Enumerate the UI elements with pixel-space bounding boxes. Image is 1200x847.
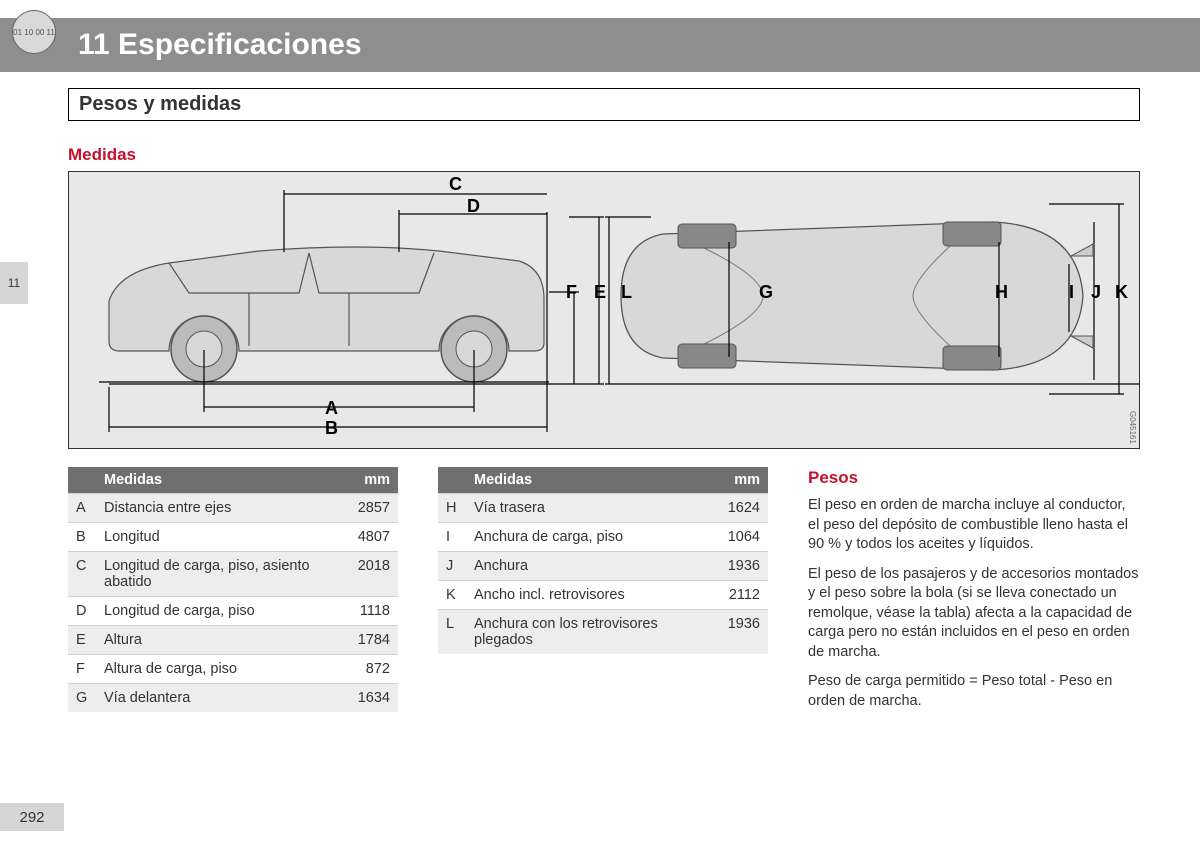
t1-head-key xyxy=(68,467,96,494)
side-tab: 11 xyxy=(0,262,28,304)
medidas-heading: Medidas xyxy=(68,145,1140,165)
medidas-table-1: Medidas mm ADistancia entre ejes2857BLon… xyxy=(68,467,398,712)
dimensions-diagram: A B C D E F xyxy=(68,171,1140,449)
diagram-ref: G045161 xyxy=(1128,411,1137,444)
table-row: BLongitud4807 xyxy=(68,523,398,552)
row-value: 1784 xyxy=(344,626,398,655)
table-row: FAltura de carga, piso872 xyxy=(68,655,398,684)
row-value: 872 xyxy=(344,655,398,684)
t2-head-label: Medidas xyxy=(466,467,714,494)
dim-label-a: A xyxy=(325,398,338,419)
row-value: 2018 xyxy=(344,552,398,597)
row-value: 1624 xyxy=(714,494,768,523)
dim-label-d: D xyxy=(467,196,480,217)
page-number: 292 xyxy=(0,803,64,831)
row-key: E xyxy=(68,626,96,655)
dim-label-g: G xyxy=(759,282,773,303)
t1-head-val: mm xyxy=(344,467,398,494)
row-label: Vía delantera xyxy=(96,684,344,713)
dim-label-l: L xyxy=(621,282,632,303)
dim-label-k: K xyxy=(1115,282,1128,303)
row-label: Altura de carga, piso xyxy=(96,655,344,684)
table-row: LAnchura con los retrovisores plegados19… xyxy=(438,610,768,655)
coin-icon: 01 10 00 11 xyxy=(12,10,56,54)
row-value: 1118 xyxy=(344,597,398,626)
t2-head-key xyxy=(438,467,466,494)
table-row: HVía trasera1624 xyxy=(438,494,768,523)
row-label: Altura xyxy=(96,626,344,655)
pesos-p3: Peso de carga permitido = Peso total - P… xyxy=(808,672,1140,711)
dim-label-b: B xyxy=(325,418,338,439)
row-value: 2112 xyxy=(714,581,768,610)
row-key: A xyxy=(68,494,96,523)
row-value: 4807 xyxy=(344,523,398,552)
row-key: J xyxy=(438,552,466,581)
top-dim-lines xyxy=(599,172,1139,449)
row-label: Longitud de carga, piso xyxy=(96,597,344,626)
chapter-title: 11 Especificaciones xyxy=(78,28,362,62)
t2-head-val: mm xyxy=(714,467,768,494)
table-row: IAnchura de carga, piso1064 xyxy=(438,523,768,552)
table-row: EAltura1784 xyxy=(68,626,398,655)
table-row: KAncho incl. retrovisores2112 xyxy=(438,581,768,610)
dim-label-i: I xyxy=(1069,282,1074,303)
row-label: Distancia entre ejes xyxy=(96,494,344,523)
row-label: Vía trasera xyxy=(466,494,714,523)
pesos-p2: El peso de los pasajeros y de accesorios… xyxy=(808,565,1140,663)
t1-head-label: Medidas xyxy=(96,467,344,494)
row-key: C xyxy=(68,552,96,597)
row-value: 1064 xyxy=(714,523,768,552)
pesos-p1: El peso en orden de marcha incluye al co… xyxy=(808,496,1140,555)
section-title: Pesos y medidas xyxy=(68,88,1140,121)
row-label: Longitud de carga, piso, asiento abatido xyxy=(96,552,344,597)
side-dim-lines xyxy=(69,172,629,449)
row-label: Anchura xyxy=(466,552,714,581)
dim-label-c: C xyxy=(449,174,462,195)
dim-label-j: J xyxy=(1091,282,1101,303)
dim-label-f: F xyxy=(566,282,577,303)
row-key: D xyxy=(68,597,96,626)
row-key: B xyxy=(68,523,96,552)
table-row: JAnchura1936 xyxy=(438,552,768,581)
chapter-header: 11 Especificaciones xyxy=(0,18,1200,72)
row-value: 1936 xyxy=(714,552,768,581)
table-row: CLongitud de carga, piso, asiento abatid… xyxy=(68,552,398,597)
row-key: H xyxy=(438,494,466,523)
row-key: L xyxy=(438,610,466,655)
row-value: 2857 xyxy=(344,494,398,523)
table-row: DLongitud de carga, piso1118 xyxy=(68,597,398,626)
table-row: ADistancia entre ejes2857 xyxy=(68,494,398,523)
row-key: G xyxy=(68,684,96,713)
row-value: 1936 xyxy=(714,610,768,655)
row-key: K xyxy=(438,581,466,610)
row-key: F xyxy=(68,655,96,684)
row-label: Anchura de carga, piso xyxy=(466,523,714,552)
pesos-heading: Pesos xyxy=(808,467,1140,490)
row-label: Anchura con los retrovisores plegados xyxy=(466,610,714,655)
dim-label-h: H xyxy=(995,282,1008,303)
medidas-table-2: Medidas mm HVía trasera1624IAnchura de c… xyxy=(438,467,768,654)
row-label: Longitud xyxy=(96,523,344,552)
table-row: GVía delantera1634 xyxy=(68,684,398,713)
row-key: I xyxy=(438,523,466,552)
row-label: Ancho incl. retrovisores xyxy=(466,581,714,610)
row-value: 1634 xyxy=(344,684,398,713)
